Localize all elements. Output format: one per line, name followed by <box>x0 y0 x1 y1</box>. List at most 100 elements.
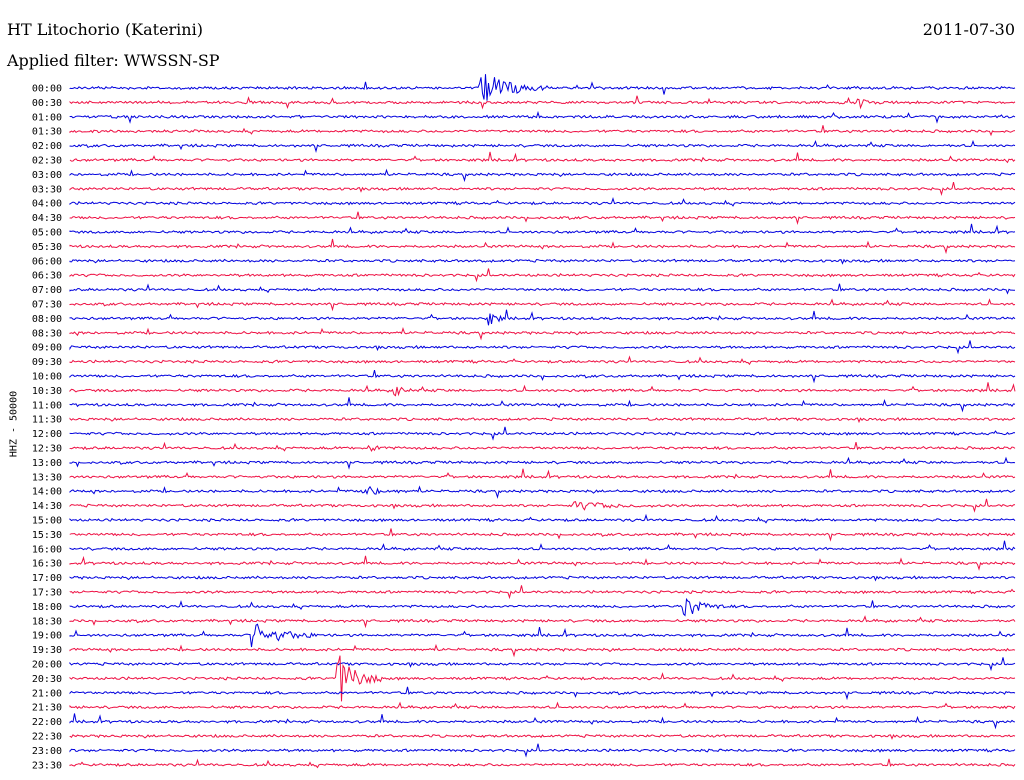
trace-row <box>69 298 1016 312</box>
seismic-traces <box>69 74 1016 769</box>
trace-row <box>69 733 1016 740</box>
row-time-label: 23:00 <box>32 746 62 757</box>
row-time-label: 06:30 <box>32 271 62 282</box>
row-time-label: 00:00 <box>32 84 62 95</box>
row-time-label: 10:30 <box>32 386 62 397</box>
trace-row <box>69 585 1016 600</box>
row-time-label: 18:00 <box>32 602 62 613</box>
row-time-label: 21:00 <box>32 688 62 699</box>
trace-row <box>69 238 1016 255</box>
row-time-label: 04:30 <box>32 213 62 224</box>
trace-row <box>69 355 1016 366</box>
row-time-label: 18:30 <box>32 616 62 627</box>
row-time-label: 23:30 <box>32 760 62 771</box>
trace-row <box>69 513 1016 524</box>
trace-row <box>69 95 1016 110</box>
trace-row <box>69 597 1016 617</box>
trace-row <box>69 686 1016 701</box>
row-time-label: 22:30 <box>32 732 62 743</box>
row-time-label: 07:00 <box>32 285 62 296</box>
trace-row <box>69 743 1016 758</box>
row-time-label: 02:00 <box>32 141 62 152</box>
row-time-label: 19:00 <box>32 631 62 642</box>
row-time-label: 09:00 <box>32 343 62 354</box>
row-time-label: 15:30 <box>32 530 62 541</box>
trace-row <box>69 701 1016 710</box>
row-time-label: 22:00 <box>32 717 62 728</box>
trace-row <box>69 615 1016 629</box>
trace-row <box>69 426 1016 441</box>
trace-row <box>69 485 1016 499</box>
row-time-label: 19:30 <box>32 645 62 656</box>
row-time-label: 07:30 <box>32 300 62 311</box>
trace-row <box>69 139 1016 153</box>
trace-row <box>69 258 1016 265</box>
trace-row <box>69 211 1016 225</box>
row-time-label: 13:30 <box>32 472 62 483</box>
row-time-label: 20:00 <box>32 660 62 671</box>
trace-row <box>69 327 1016 341</box>
row-time-label: 14:00 <box>32 487 62 498</box>
plot-date: 2011-07-30 <box>922 20 1015 39</box>
trace-row <box>69 151 1016 164</box>
trace-row <box>69 268 1016 283</box>
row-time-label: 20:30 <box>32 674 62 685</box>
row-time-label: 01:00 <box>32 112 62 123</box>
row-time-label: 12:30 <box>32 444 62 455</box>
row-time-label: 14:30 <box>32 501 62 512</box>
trace-row <box>69 397 1016 413</box>
trace-row <box>69 309 1016 326</box>
trace-row <box>69 575 1016 582</box>
trace-row <box>69 223 1016 235</box>
trace-row <box>69 555 1016 571</box>
row-time-label: 08:30 <box>32 328 62 339</box>
trace-row <box>69 657 1016 672</box>
trace-row <box>69 382 1016 397</box>
row-time-label: 05:00 <box>32 228 62 239</box>
row-time-label: 17:30 <box>32 588 62 599</box>
trace-row <box>69 181 1016 196</box>
trace-row <box>69 456 1016 470</box>
trace-row <box>69 498 1016 513</box>
trace-row <box>69 655 1016 702</box>
row-time-label: 12:00 <box>32 429 62 440</box>
trace-row <box>69 468 1016 480</box>
filter-label: Applied filter: WWSSN-SP <box>7 51 220 70</box>
row-time-label: 13:00 <box>32 458 62 469</box>
trace-row <box>69 758 1016 769</box>
trace-row <box>69 369 1016 384</box>
trace-row <box>69 340 1016 355</box>
channel-label: HHZ - 50000 <box>8 390 20 458</box>
row-time-label: 06:00 <box>32 256 62 267</box>
trace-row <box>69 528 1016 542</box>
trace-row <box>69 713 1016 730</box>
trace-row <box>69 540 1016 552</box>
trace-row <box>69 110 1016 124</box>
row-time-label: 15:00 <box>32 516 62 527</box>
trace-row <box>69 74 1016 101</box>
row-time-label: 01:30 <box>32 127 62 138</box>
row-time-label: 08:00 <box>32 314 62 325</box>
row-time-label: 03:30 <box>32 184 62 195</box>
trace-row <box>69 643 1016 658</box>
row-time-labels: 00:00 00:30 01:00 01:30 02:00 02:30 03:00 03:30… <box>32 84 62 772</box>
row-time-label: 05:30 <box>32 242 62 253</box>
row-time-label: 11:30 <box>32 415 62 426</box>
row-time-label: 09:30 <box>32 357 62 368</box>
row-time-label: 10:00 <box>32 372 62 383</box>
row-time-label: 17:00 <box>32 573 62 584</box>
trace-row <box>69 441 1016 452</box>
row-time-label: 21:30 <box>32 703 62 714</box>
trace-row <box>69 416 1016 424</box>
row-time-label: 03:00 <box>32 170 62 181</box>
row-time-label: 16:30 <box>32 559 62 570</box>
row-time-label: 11:00 <box>32 400 62 411</box>
row-time-label: 04:00 <box>32 199 62 210</box>
trace-row <box>69 196 1016 207</box>
station-title: HT Litochorio (Katerini) <box>7 20 203 39</box>
row-time-label: 00:30 <box>32 98 62 109</box>
row-time-label: 02:30 <box>32 156 62 167</box>
trace-row <box>69 283 1015 295</box>
trace-row <box>69 168 1016 183</box>
